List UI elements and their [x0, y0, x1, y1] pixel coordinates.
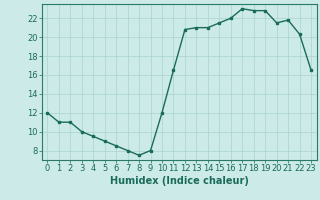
X-axis label: Humidex (Indice chaleur): Humidex (Indice chaleur) — [110, 176, 249, 186]
